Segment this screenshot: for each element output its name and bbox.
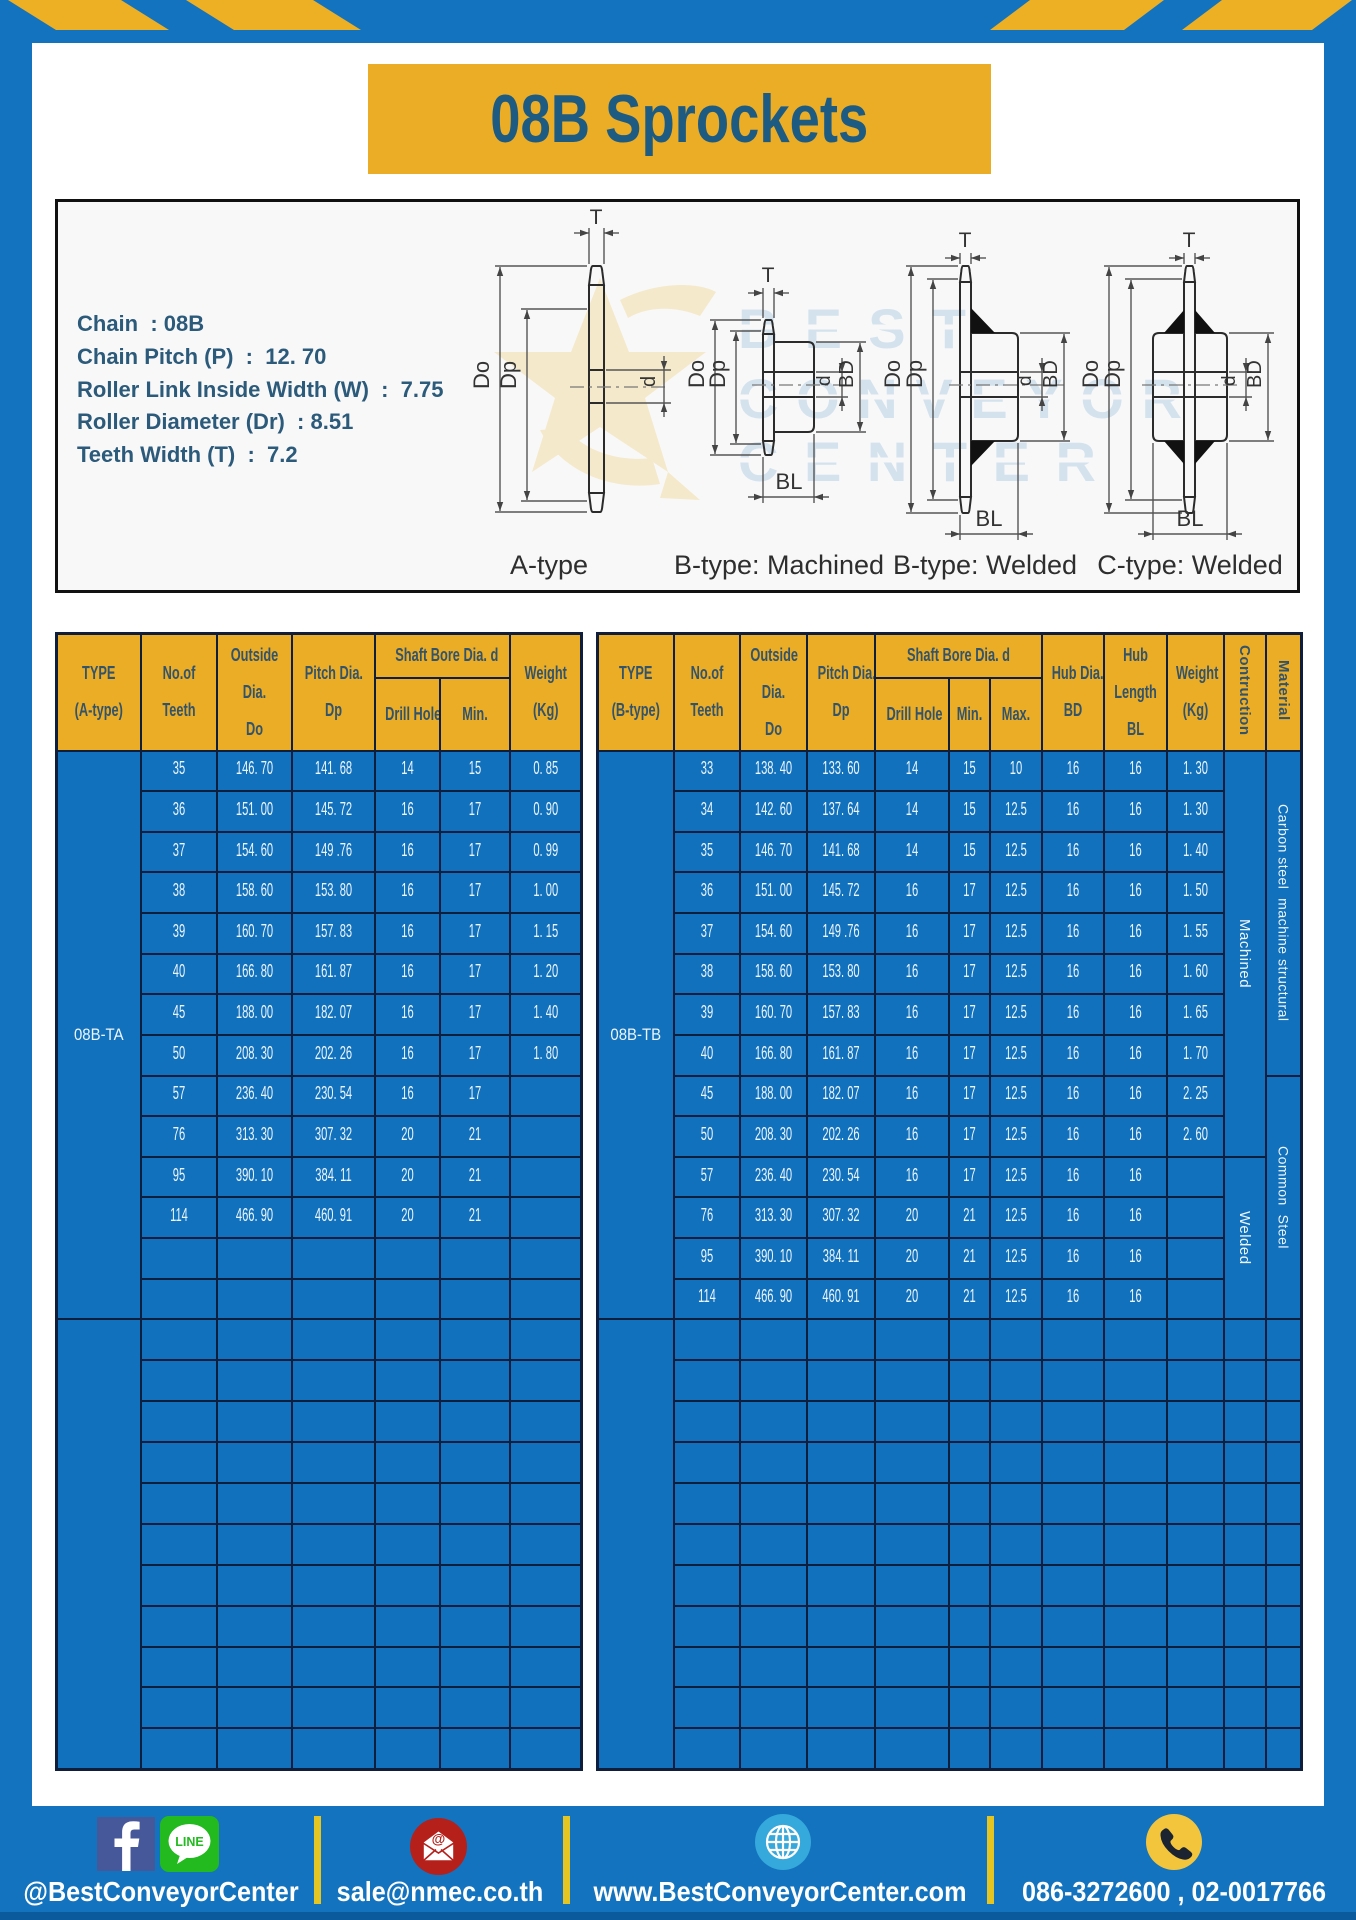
- svg-text:Do: Do: [880, 360, 905, 388]
- svg-text:d: d: [638, 376, 660, 387]
- svg-text:Dp: Dp: [1100, 360, 1125, 388]
- svg-text:B-type: Welded: B-type: Welded: [893, 550, 1077, 580]
- svg-text:Dp: Dp: [902, 360, 927, 388]
- svg-text:BD: BD: [1244, 360, 1266, 388]
- svg-text:d: d: [1015, 375, 1036, 386]
- svg-text:T: T: [590, 206, 603, 229]
- svg-text:BD: BD: [1040, 360, 1062, 388]
- svg-text:Dp: Dp: [705, 360, 730, 388]
- svg-text:LINE: LINE: [175, 1835, 203, 1849]
- svg-text:BL: BL: [1177, 506, 1204, 531]
- svg-text:@: @: [432, 1831, 446, 1847]
- svg-text:C-type: Welded: C-type: Welded: [1097, 550, 1283, 580]
- svg-text:B-type: Machined: B-type: Machined: [674, 550, 884, 580]
- svg-text:d: d: [1219, 375, 1240, 386]
- svg-text:d: d: [814, 375, 835, 386]
- svg-text:A-type: A-type: [510, 550, 588, 580]
- svg-text:T: T: [762, 264, 775, 287]
- svg-text:Dp: Dp: [496, 361, 521, 389]
- svg-text:BL: BL: [776, 469, 803, 494]
- svg-text:Do: Do: [1078, 360, 1103, 388]
- svg-text:BD: BD: [836, 360, 858, 388]
- svg-text:Do: Do: [684, 360, 709, 388]
- svg-text:T: T: [1183, 229, 1196, 252]
- svg-text:Do: Do: [469, 361, 494, 389]
- svg-text:BL: BL: [976, 506, 1003, 531]
- svg-text:T: T: [959, 229, 972, 252]
